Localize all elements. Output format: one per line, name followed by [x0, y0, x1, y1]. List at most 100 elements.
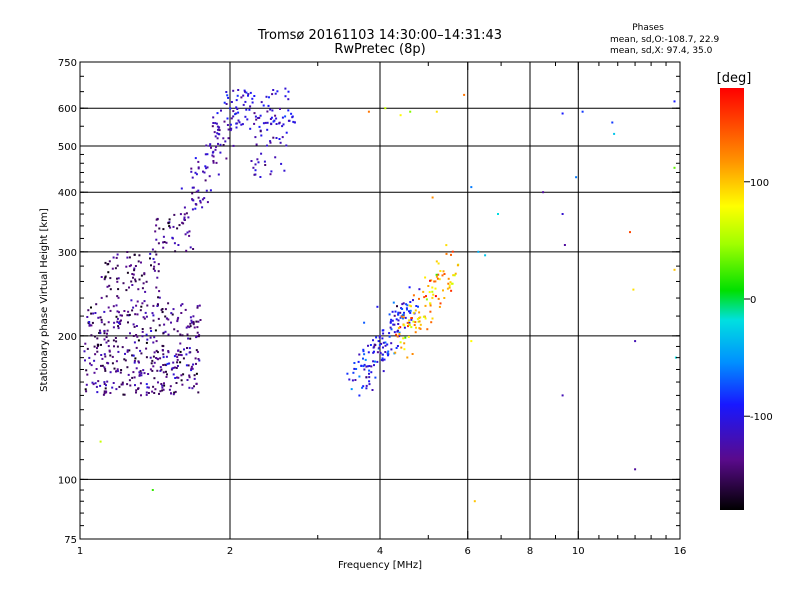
data-point: [395, 347, 398, 349]
data-point: [155, 357, 158, 359]
data-point: [185, 249, 188, 252]
data-point: [223, 101, 226, 104]
data-point: [135, 391, 137, 394]
data-point: [115, 304, 118, 307]
data-point: [413, 324, 416, 326]
y-tick-label: 75: [64, 535, 77, 546]
data-point: [362, 365, 365, 368]
data-point: [408, 324, 411, 327]
data-point: [400, 315, 403, 318]
data-point: [115, 315, 118, 318]
data-point: [225, 91, 228, 93]
data-point: [177, 376, 180, 379]
data-point: [275, 117, 278, 120]
data-point: [424, 317, 427, 320]
data-point: [84, 359, 86, 362]
data-point: [169, 226, 172, 229]
data-point: [390, 348, 393, 351]
data-point: [140, 372, 143, 375]
data-point: [192, 248, 195, 250]
data-point: [236, 108, 239, 110]
data-point: [194, 171, 197, 174]
data-point: [374, 344, 377, 346]
data-point: [125, 265, 128, 268]
data-point: [106, 329, 109, 332]
data-point: [137, 339, 140, 342]
stats-heading: Phases: [632, 23, 664, 33]
data-point: [189, 246, 192, 249]
data-point: [181, 221, 184, 224]
data-point: [183, 218, 186, 221]
data-point: [196, 331, 199, 334]
data-point: [452, 274, 455, 277]
data-point: [113, 321, 116, 324]
x-axis-ticks: 1 2 4 6 8 10 16: [77, 62, 686, 557]
data-point: [378, 344, 381, 346]
y-tick-label: 300: [58, 248, 77, 259]
data-point: [374, 360, 376, 363]
data-point: [168, 225, 171, 228]
data-point: [174, 390, 177, 393]
data-point: [230, 127, 233, 130]
data-point: [453, 274, 456, 277]
data-point: [157, 270, 160, 273]
data-point: [255, 118, 258, 121]
data-point: [179, 213, 182, 216]
data-point: [105, 341, 108, 344]
data-point: [184, 308, 187, 311]
data-point: [151, 312, 154, 315]
data-point: [189, 337, 192, 340]
data-point: [152, 319, 155, 322]
data-point: [132, 273, 135, 276]
data-point: [260, 152, 263, 155]
data-point: [429, 310, 432, 313]
data-point: [196, 350, 199, 353]
data-point: [446, 287, 449, 290]
data-point: [269, 108, 272, 111]
data-point: [189, 322, 192, 325]
data-point: [133, 253, 136, 256]
data-point: [278, 121, 281, 124]
data-point: [418, 288, 421, 291]
data-point: [372, 339, 374, 342]
data-point: [152, 365, 155, 368]
data-point: [226, 94, 229, 97]
data-point: [175, 353, 178, 356]
data-point: [159, 357, 162, 360]
data-point: [206, 166, 209, 169]
data-point: [266, 128, 269, 131]
data-point: [272, 136, 275, 139]
data-point: [425, 295, 427, 298]
data-point: [159, 369, 162, 372]
data-point: [159, 366, 162, 369]
data-point: [189, 325, 192, 328]
data-point: [141, 302, 144, 305]
data-point: [203, 197, 206, 200]
data-point: [186, 347, 188, 349]
data-point: [244, 115, 247, 118]
data-point: [391, 310, 394, 313]
data-point: [156, 218, 159, 221]
data-point: [270, 122, 273, 125]
data-point: [197, 358, 200, 360]
data-point: [274, 114, 277, 117]
data-point: [208, 144, 211, 147]
data-point: [450, 289, 453, 292]
data-point: [147, 373, 150, 375]
data-point: [151, 248, 154, 251]
data-point: [100, 364, 102, 367]
data-point: [214, 135, 217, 138]
data-point: [419, 327, 422, 330]
data-point: [173, 355, 176, 358]
data-point: [88, 323, 91, 326]
data-point: [154, 250, 157, 253]
colorbar: [720, 88, 744, 510]
data-point: [254, 163, 257, 166]
data-point: [109, 392, 112, 394]
data-point: [165, 241, 168, 244]
data-point: [185, 353, 188, 356]
data-point: [358, 394, 361, 397]
data-point: [204, 179, 207, 182]
data-point: [362, 357, 364, 360]
data-point: [253, 95, 256, 97]
